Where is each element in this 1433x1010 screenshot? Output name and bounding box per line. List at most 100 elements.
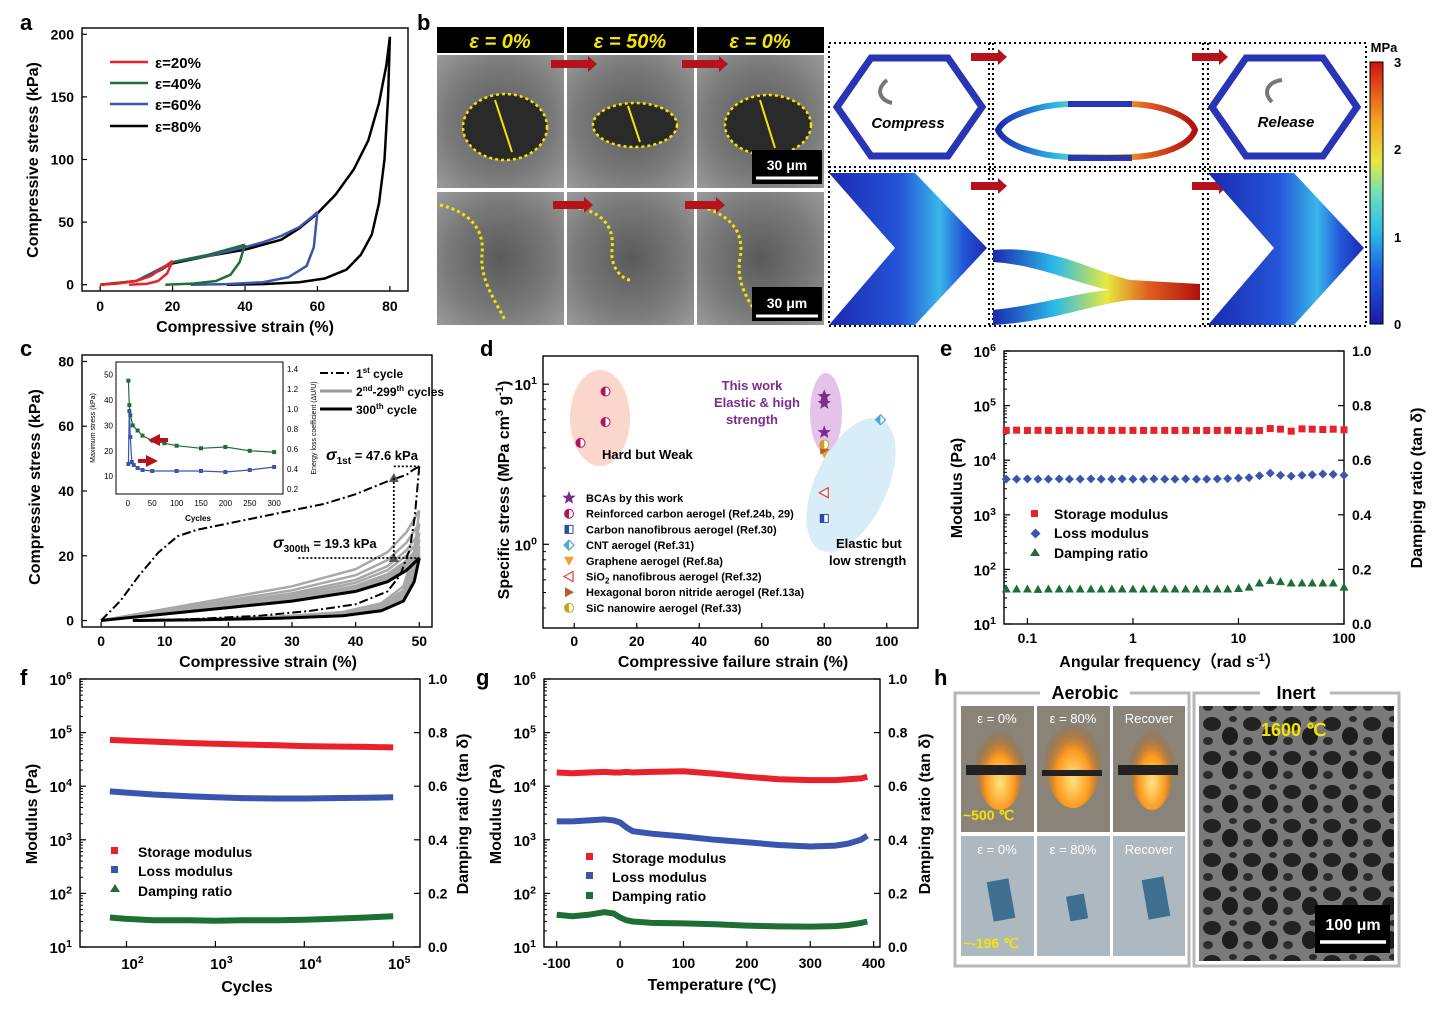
tick-label: 40: [237, 298, 253, 314]
x-axis-label: Temperature (℃): [648, 977, 777, 994]
inset-loss-point: [199, 469, 203, 473]
damping-point: [1128, 584, 1138, 593]
damping-point: [1064, 584, 1074, 593]
tick-label: 104: [299, 954, 322, 973]
inset-stress-point: [128, 413, 133, 418]
tick-label: 103: [49, 831, 72, 850]
tick-label: 400: [862, 955, 886, 971]
tick-base: 10: [513, 779, 530, 796]
tick-exponent: 6: [530, 670, 536, 682]
tick-base: 10: [973, 508, 990, 525]
tick-exponent: 2: [530, 884, 536, 896]
annotation-max-stress: σ1st = 47.6 kPa: [326, 447, 419, 467]
inset-loss-point: [272, 465, 277, 469]
loss-point: [1202, 474, 1212, 484]
tick-label: 80: [58, 353, 74, 369]
y-axis-label: Modulus (Pa): [488, 764, 505, 864]
legend-label: CNT aerogel (Ref.31): [586, 540, 695, 552]
tick-label: 100: [1332, 630, 1356, 646]
temperature-inert: 1600 ℃: [1261, 720, 1326, 740]
storage-point: [1266, 425, 1274, 433]
legend-label: Hexagonal boron nitride aerogel (Ref.13a…: [586, 587, 805, 599]
tick-exponent: 3: [530, 831, 536, 843]
storage-point: [1213, 426, 1221, 434]
tick-label: 20: [165, 298, 181, 314]
tick-label: 104: [49, 777, 72, 796]
legend: Storage modulus Loss modulus Damping rat…: [1030, 506, 1169, 561]
data-point-star: [562, 491, 576, 504]
tick-label: 20: [58, 548, 74, 564]
group-label: This work: [722, 378, 783, 393]
tick-label: 0.6: [1352, 452, 1372, 468]
tick-label: 103: [513, 831, 536, 850]
tick-exponent: 5: [66, 724, 72, 736]
legend-label: 300th cycle: [356, 402, 417, 417]
photo-label: ε = 0%: [977, 711, 1017, 726]
damping-point: [1307, 578, 1317, 587]
tick-label: 1.0: [1352, 343, 1372, 359]
panel-h: Aerobic Inert ε = 0% ε = 80% Recover ~50…: [953, 680, 1401, 968]
tick-label: 100: [514, 535, 537, 554]
loss-point: [1160, 474, 1170, 484]
tick-label: 0.0: [428, 939, 448, 955]
tick-label: 1.0: [287, 405, 299, 414]
tick-base: 10: [973, 344, 990, 361]
storage-point: [1171, 426, 1179, 434]
damping-point: [1022, 584, 1032, 593]
tick-label: 60: [754, 633, 770, 649]
legend-label: SiC nanowire aerogel (Ref.33): [586, 603, 742, 615]
tick-exponent: 3: [227, 954, 233, 966]
loss-point: [1033, 474, 1043, 484]
tick-base: 10: [49, 886, 66, 903]
temperature-cold: ~-196 ℃: [963, 935, 1019, 951]
tick-label: 103: [973, 506, 996, 525]
tick-label: 0.4: [287, 465, 299, 474]
tick-exponent: 5: [990, 397, 996, 409]
tick-label: 101: [973, 615, 996, 634]
loss-point: [1170, 474, 1180, 484]
legend-text: nanofibrous aerogel (Ref.32): [609, 572, 762, 584]
storage-point: [1276, 425, 1284, 433]
tick-label: 80: [816, 633, 832, 649]
tick-base: 10: [388, 956, 405, 973]
simulation: Compress Release MPa 3 2 1 0: [828, 40, 1401, 332]
storage-point: [1234, 426, 1242, 434]
loss-point: [1265, 468, 1275, 478]
storage-point: [1340, 426, 1348, 434]
photo-label: ε = 80%: [1050, 711, 1097, 726]
tick-base: 10: [49, 672, 66, 689]
tick-label: 104: [513, 777, 536, 796]
damping-point: [1328, 578, 1338, 587]
tick-label: 150: [51, 89, 75, 105]
damping-point: [1297, 578, 1307, 587]
damping-point: [1202, 584, 1212, 593]
legend-label: 1st cycle: [356, 366, 404, 381]
legend-label: Storage modulus: [1054, 506, 1169, 522]
first-cycle-load: [100, 465, 420, 622]
loss-point: [1212, 474, 1222, 484]
tick-label: 0.8: [287, 425, 299, 434]
tick-label: 200: [51, 26, 75, 42]
storage-point: [1097, 426, 1105, 434]
legend-text: SiO: [586, 572, 605, 584]
data-point-star: [817, 425, 831, 438]
data-point-half: [820, 514, 825, 523]
storage-point: [1287, 427, 1295, 435]
storage-line: [556, 768, 869, 784]
inset-stress-point: [247, 448, 252, 453]
tick-label: 10: [104, 472, 113, 481]
inset-stress-point: [135, 428, 140, 433]
damping-point: [1254, 578, 1264, 587]
strain-label: ε = 0%: [729, 31, 790, 53]
annotations: σ1st = 47.6 kPa σ300th = 19.3 kPa: [273, 447, 420, 559]
tick-exponent: 1: [990, 615, 996, 627]
loss-point: [1096, 474, 1106, 484]
damping-point: [1117, 584, 1127, 593]
storage-line: [109, 736, 394, 751]
storage-point: [1203, 426, 1211, 434]
damping-point: [1170, 584, 1180, 593]
tick-label: 100: [875, 633, 899, 649]
tick-base: 10: [514, 537, 531, 554]
annotation-min-stress: σ300th = 19.3 kPa: [273, 535, 377, 555]
